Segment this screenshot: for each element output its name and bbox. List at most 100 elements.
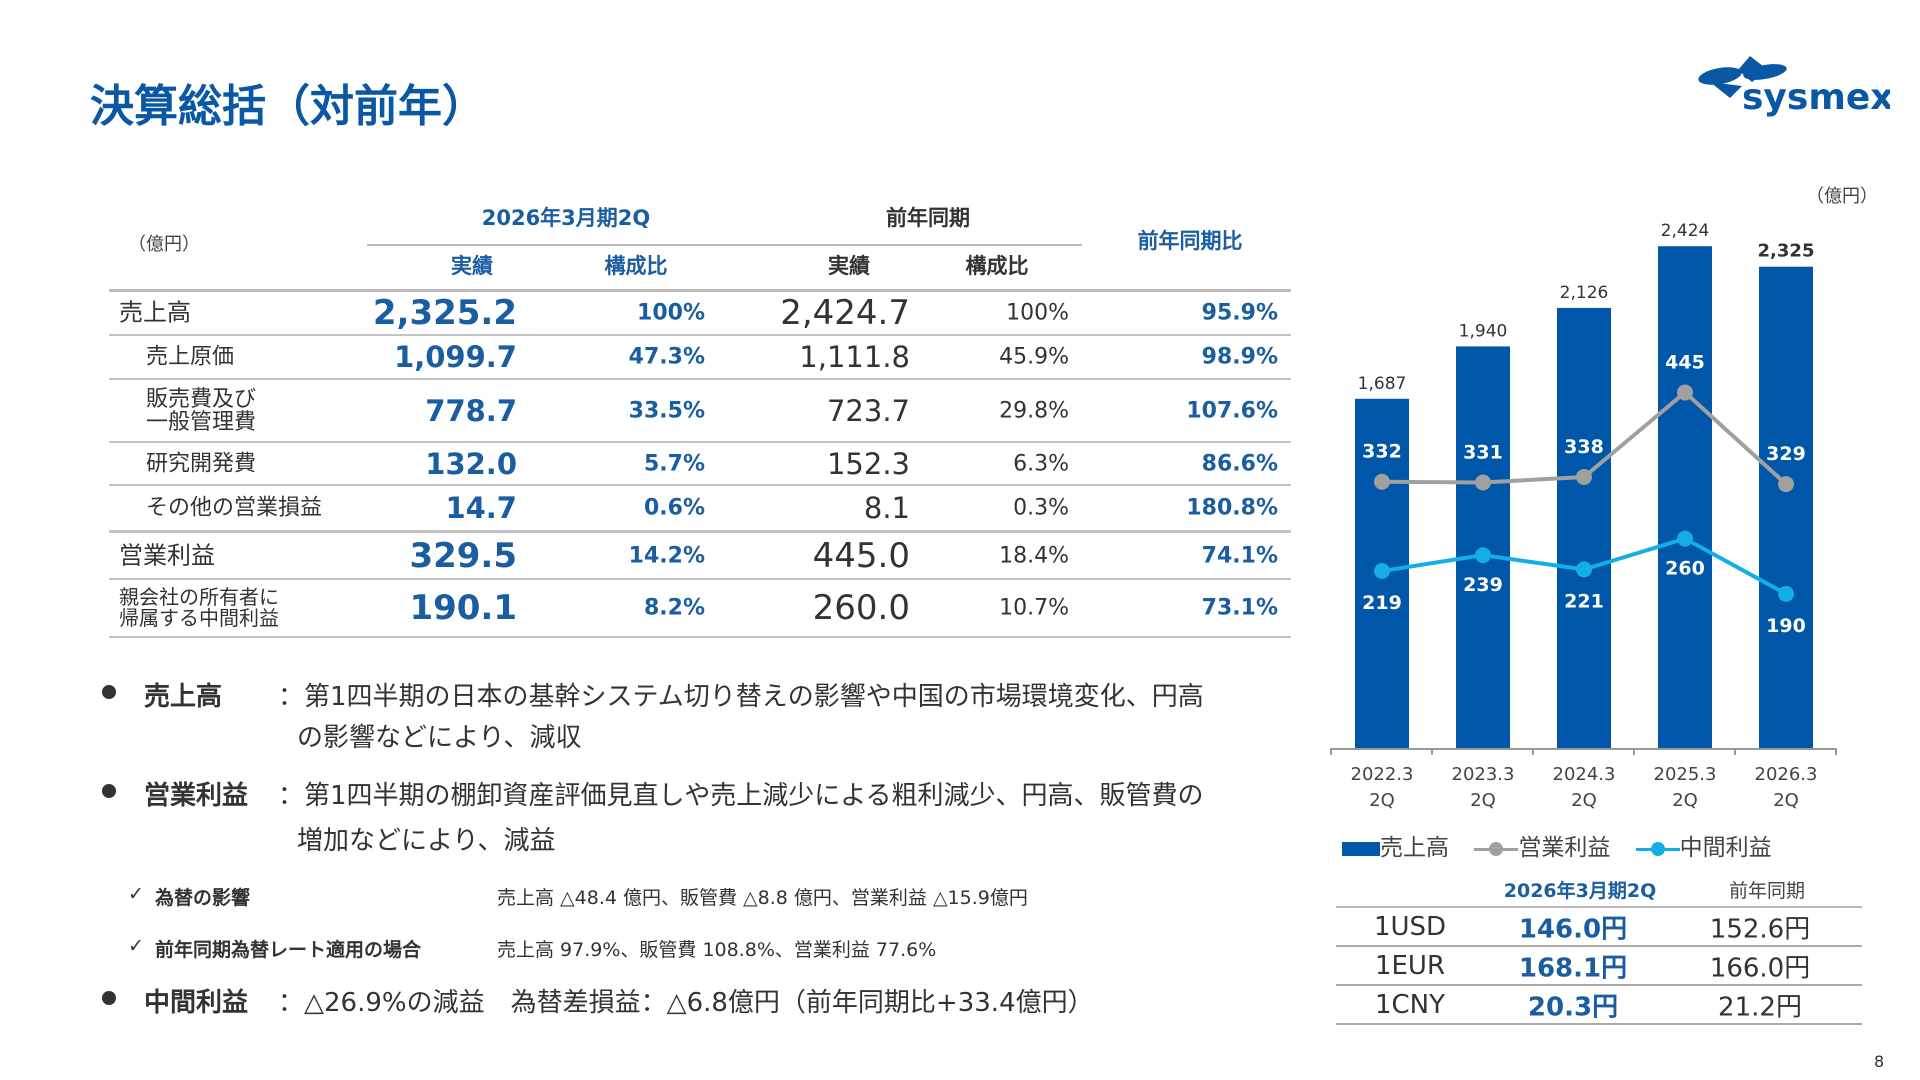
bar-sales (1759, 266, 1813, 748)
legend-sales: 売上高 (1380, 835, 1449, 861)
header-cur-actual: 実績 (451, 254, 493, 278)
x-tick-label: 2023.3 (1452, 764, 1515, 785)
check-text: 売上高 97.9%、販管費 108.8%、営業利益 77.6% (497, 939, 937, 961)
yoy-value: 74.1% (1201, 543, 1278, 568)
cur-ratio: 0.6% (643, 495, 705, 521)
check-icon: ✓ (128, 883, 144, 905)
prev-value: 1,111.8 (799, 340, 910, 374)
prev-value: 445.0 (812, 535, 910, 576)
yoy-value: 73.1% (1201, 595, 1278, 621)
fx-header-current: 2026年3月期2Q (1503, 880, 1657, 902)
cur-value: 14.7 (445, 491, 517, 525)
table-row: 研究開発費 132.0 5.7% 152.3 6.3% 86.6% (109, 443, 1291, 486)
fx-currency: 1EUR (1374, 950, 1446, 981)
line-point (1677, 384, 1693, 401)
line-label: 221 (1564, 590, 1604, 612)
line-label: 239 (1463, 574, 1503, 596)
x-tick-label: 2Q (1672, 790, 1698, 811)
cur-value: 132.0 (425, 446, 517, 481)
prev-ratio: 0.3% (1013, 495, 1069, 521)
header-prev-period: 前年同期 (886, 206, 970, 230)
legend-gray-line-icon (1474, 841, 1519, 856)
cur-value: 1,099.7 (394, 340, 517, 374)
bar-label: 1,940 (1459, 321, 1508, 341)
fx-prev-rate: 166.0円 (1709, 953, 1811, 983)
line-point (1677, 530, 1693, 547)
line-point (1576, 561, 1592, 578)
header-prev-ratio: 構成比 (965, 254, 1029, 278)
check-fx-impact: ✓ 為替の影響 売上高 △48.4 億円、販管費 △8.8 億円、営業利益 △1… (128, 883, 1028, 909)
check-prev-rate: ✓ 前年同期為替レート適用の場合 売上高 97.9%、販管費 108.8%、営業… (128, 935, 936, 961)
bullet-dot-icon (102, 784, 116, 798)
cur-value: 329.5 (409, 535, 517, 576)
prev-ratio: 45.9% (999, 344, 1069, 370)
page-title: 決算総括（対前年） (90, 81, 486, 132)
bullet-text: ：△26.9%の減益 為替差損益：△6.8億円（前年同期比+33.4億円） (278, 988, 1094, 1018)
bullet-text-cont: 増加などにより、減益 (297, 826, 556, 856)
prev-value: 8.1 (863, 491, 910, 525)
line-label: 190 (1766, 615, 1806, 637)
page-number: 8 (1874, 1052, 1885, 1071)
table-row: 営業利益 329.5 14.2% 445.0 18.4% 74.1% (109, 533, 1291, 580)
prev-ratio: 10.7% (999, 595, 1069, 621)
legend-bar-swatch-icon (1342, 841, 1380, 856)
cur-value: 190.1 (409, 588, 517, 628)
legend-net-profit: 中間利益 (1679, 835, 1772, 861)
fx-header-prev: 前年同期 (1728, 880, 1806, 902)
yoy-value: 86.6% (1201, 451, 1278, 476)
table-row: その他の営業損益 14.7 0.6% 8.1 0.3% 180.8% (109, 486, 1291, 533)
line-label: 331 (1463, 442, 1503, 464)
bullet-label: 売上高 (144, 682, 223, 712)
bullet-text: ：第1四半期の日本の基幹システム切り替えの影響や中国の市場環境変化、円高 (278, 682, 1204, 712)
bar-label: 2,126 (1560, 283, 1609, 303)
sysmex-logo: sysmex (1698, 56, 1890, 118)
line-label: 260 (1665, 558, 1705, 580)
row-label: 売上原価 (146, 344, 235, 370)
row-label: 親会社の所有者に 帰属する中間利益 (119, 587, 279, 629)
bullet-text-cont: の影響などにより、減収 (297, 723, 582, 753)
line-point (1778, 585, 1794, 602)
fx-prev-rate: 21.2円 (1718, 992, 1802, 1022)
legend-cyan-line-icon (1635, 841, 1680, 856)
table-top-rule (109, 289, 1291, 292)
header-prev-actual: 実績 (828, 254, 870, 278)
header-divider (367, 244, 1082, 246)
legend-op-profit: 営業利益 (1518, 835, 1611, 861)
header-cur-ratio: 構成比 (604, 254, 668, 278)
line-point (1576, 468, 1592, 485)
bar-label: 1,687 (1358, 374, 1407, 394)
row-label: 研究開発費 (146, 450, 257, 476)
row-label: 売上高 (119, 297, 191, 326)
line-point (1475, 474, 1491, 491)
x-tick-label: 2Q (1773, 790, 1799, 811)
prev-value: 260.0 (812, 588, 910, 628)
cur-ratio: 5.7% (643, 451, 705, 476)
legend: 売上高 営業利益 中間利益 (1342, 828, 1772, 862)
x-tick-label: 2Q (1369, 790, 1395, 811)
yoy-value: 107.6% (1186, 398, 1278, 423)
row-label: 営業利益 (119, 540, 215, 569)
bullet-dot-icon (102, 685, 116, 699)
bullet-label: 営業利益 (144, 781, 249, 811)
table-row: 売上原価 1,099.7 47.3% 1,111.8 45.9% 98.9% (109, 336, 1291, 380)
prev-ratio: 100% (1006, 300, 1069, 325)
fx-current-rate: 168.1円 (1518, 953, 1628, 983)
bullet-text: ：第1四半期の棚卸資産評価見直しや売上減少による粗利減少、円高、販管費の (278, 781, 1204, 811)
check-label: 前年同期為替レート適用の場合 (155, 939, 422, 961)
bar-sales (1658, 246, 1712, 748)
prev-value: 723.7 (826, 393, 910, 428)
fx-top-rule (1336, 906, 1862, 908)
line-label: 332 (1362, 441, 1402, 463)
row-label: その他の営業損益 (146, 495, 323, 521)
chart-unit: （億円） (1806, 186, 1878, 207)
bar-label: 2,424 (1661, 221, 1710, 241)
cur-ratio: 100% (637, 300, 705, 325)
svg-text:sysmex: sysmex (1742, 77, 1890, 118)
row-label-line1: 親会社の所有者に (119, 585, 279, 609)
yoy-value: 98.9% (1201, 344, 1278, 370)
fx-row: 1USD 146.0円 152.6円 (1336, 908, 1862, 947)
yoy-value: 95.9% (1201, 300, 1278, 325)
check-icon: ✓ (128, 935, 144, 957)
fx-currency: 1USD (1373, 911, 1447, 942)
